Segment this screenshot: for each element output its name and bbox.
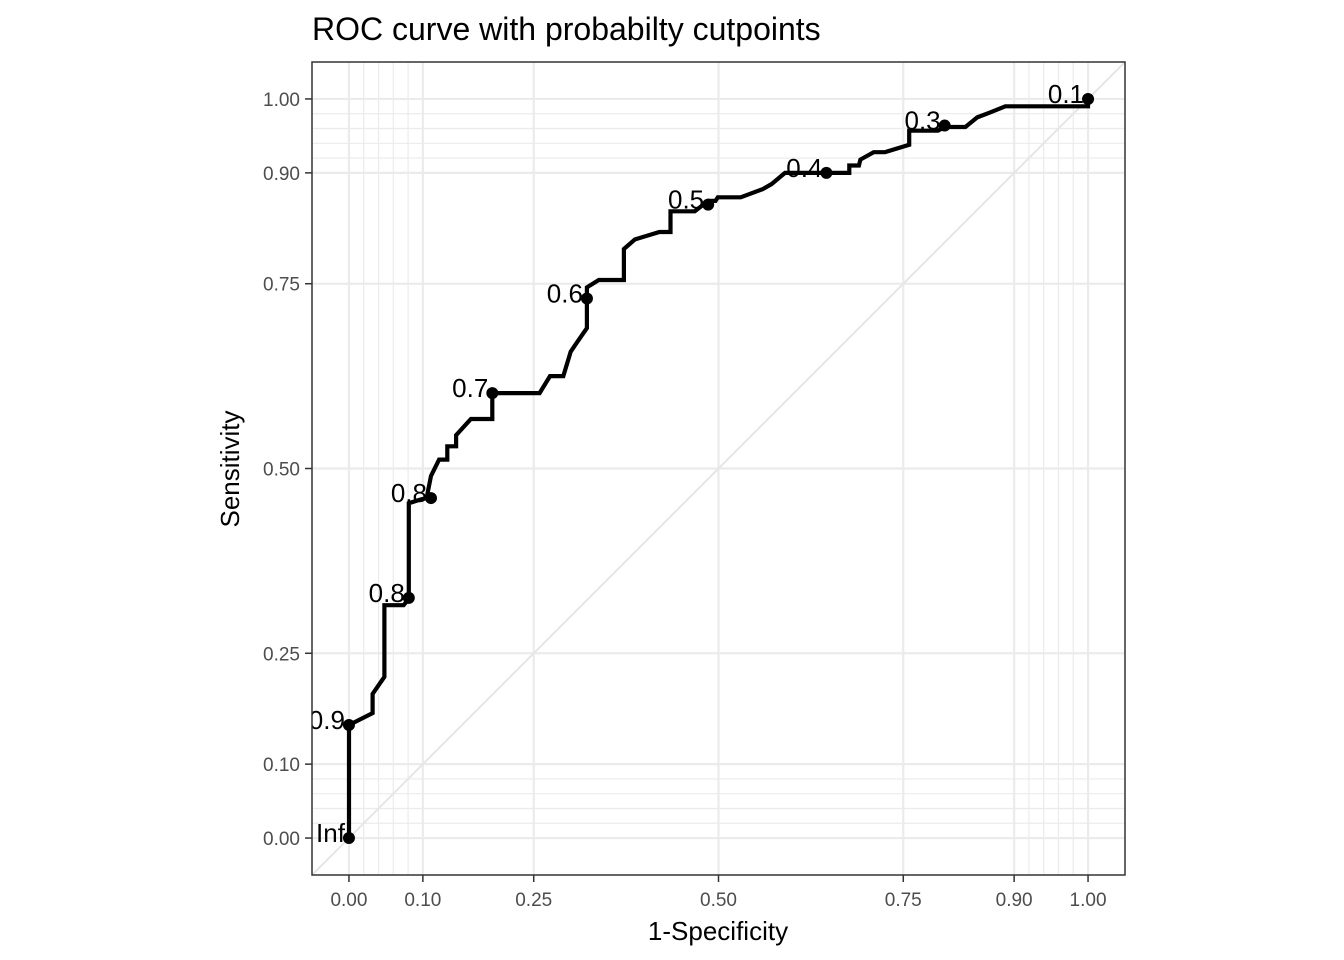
y-tick-label: 0.00	[263, 829, 300, 850]
cutpoint-marker	[1082, 92, 1095, 105]
x-tick-label: 0.90	[996, 890, 1033, 911]
x-tick-label: 0.00	[330, 890, 367, 911]
y-tick-label: 1.00	[263, 90, 300, 111]
y-tick-label: 0.25	[263, 644, 300, 665]
y-tick-label: 0.90	[263, 164, 300, 185]
x-tick-label: 1.00	[1070, 890, 1107, 911]
cutpoint-label: 0.5	[668, 185, 704, 215]
x-tick-label: 0.25	[515, 890, 552, 911]
cutpoint-label: 0.1	[1048, 79, 1084, 109]
cutpoint-label: 0.8	[391, 478, 427, 508]
y-axis-title: Sensitivity	[215, 410, 245, 527]
cutpoint-marker	[424, 492, 437, 505]
cutpoint-marker	[580, 292, 593, 305]
x-tick-label: 0.50	[700, 890, 737, 911]
cutpoint-label: 0.3	[905, 106, 941, 136]
x-axis-ticks: 0.00 0.10 0.25 0.50 0.75 0.90 1.00	[330, 875, 1107, 911]
cutpoint-marker	[342, 718, 355, 731]
cutpoint-label: 0.8	[369, 578, 405, 608]
roc-curve	[346, 99, 1091, 838]
cutpoint-marker	[486, 387, 499, 400]
cutpoint-marker	[938, 119, 951, 132]
cutpoint-label: 0.6	[547, 279, 583, 309]
chart-title: ROC curve with probabilty cutpoints	[312, 11, 821, 47]
cutpoint-label: Inf	[316, 818, 346, 848]
roc-curve-group	[346, 99, 1091, 838]
cutpoint-label: 0.7	[452, 373, 488, 403]
cutpoints: Inf 0.9 0.8 0.8 0.7 0.6 0.5 0.4 0.3 0.1	[309, 79, 1095, 848]
y-axis-ticks: 0.00 0.10 0.25 0.50 0.75 0.90 1.00	[263, 90, 312, 850]
cutpoint-marker	[402, 591, 415, 604]
diagonal-reference-line	[312, 62, 1125, 875]
grid-lines	[312, 62, 1125, 875]
y-tick-label: 0.10	[263, 755, 300, 776]
cutpoint-label: 0.9	[309, 705, 345, 735]
cutpoint-marker	[702, 198, 715, 211]
x-tick-label: 0.75	[885, 890, 922, 911]
y-tick-label: 0.75	[263, 275, 300, 296]
x-axis-title: 1-Specificity	[648, 916, 788, 946]
cutpoint-label: 0.4	[786, 153, 822, 183]
cutpoint-marker	[342, 832, 355, 845]
x-tick-label: 0.10	[404, 890, 441, 911]
cutpoint-marker	[820, 166, 833, 179]
y-tick-label: 0.50	[263, 460, 300, 481]
